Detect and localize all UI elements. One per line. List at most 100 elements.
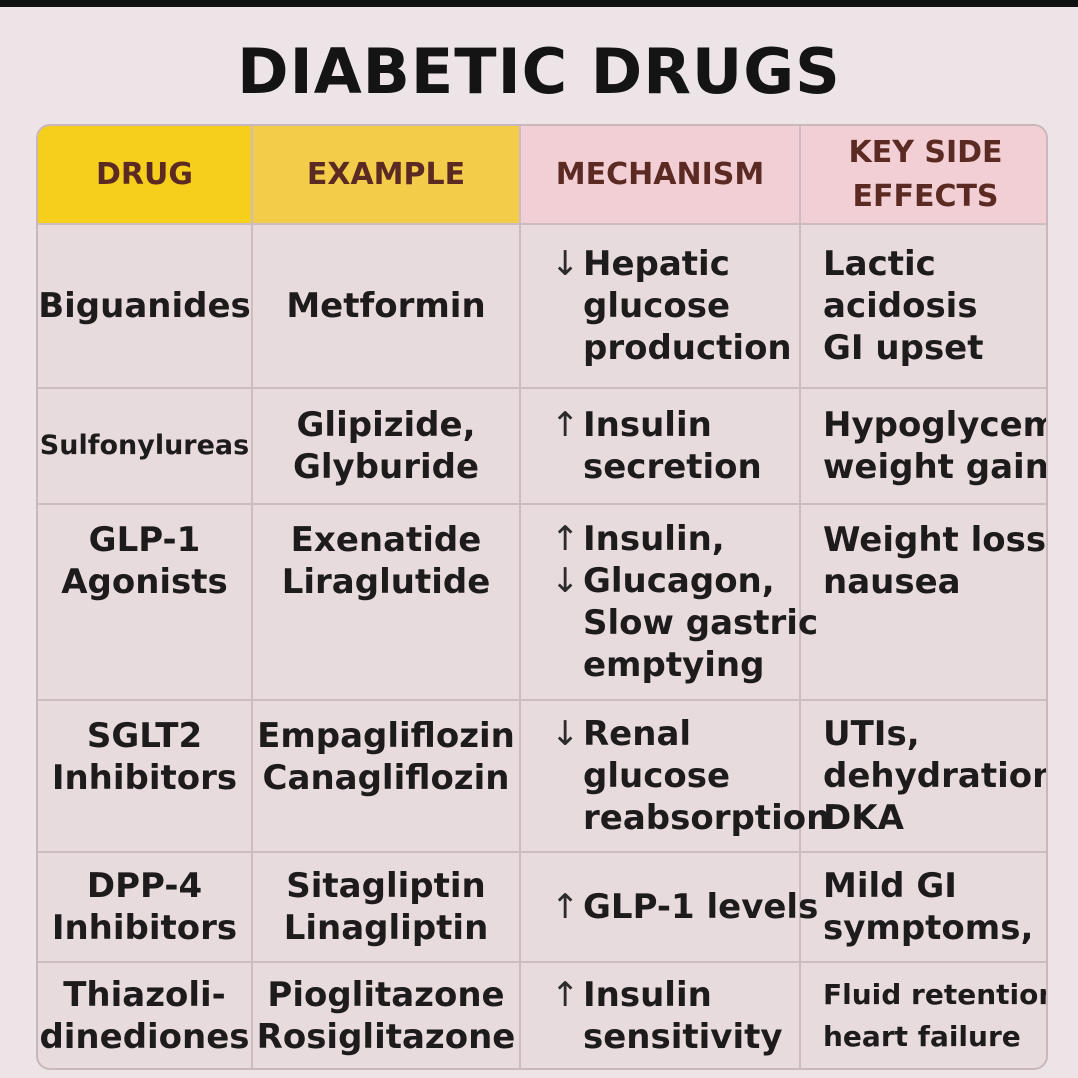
example-cell-line: Rosiglitazone <box>256 1016 516 1057</box>
example-cell-line: Exenatide <box>290 520 482 560</box>
drug-class-cell: DPP-4 Inhibitors <box>38 851 253 963</box>
side-effects-cell: Hypoglycemia,weight gain <box>799 387 1048 505</box>
side-effects-cell: Weight loss nausea <box>799 503 1047 701</box>
mechanism-line: emptying <box>551 644 799 686</box>
drug-class-cell-line: Inhibitors <box>51 908 238 948</box>
side-effects-cell-line: Fluid retention, <box>823 977 1048 1011</box>
side-effects-cell-line: heart failure <box>823 1019 1021 1053</box>
table-row: Sulfonylureas Glipizide, Glyburide ↑ Insulin… <box>38 387 1048 505</box>
mechanism-line: sensitivity <box>551 1016 799 1058</box>
side-effects-cell-line: GI upset <box>823 328 984 368</box>
side-effects-cell-line: symptoms, <box>823 908 1034 948</box>
mechanism-line: Slow gastric <box>551 602 818 644</box>
drug-class-cell-line: Inhibitors <box>51 758 238 798</box>
example-cell-line: Metformin <box>286 286 486 326</box>
side-effects-cell-line: acidosis <box>823 286 978 326</box>
drug-class-cell: Sulfonylureas <box>38 387 253 505</box>
arrow-up-icon: ↑ <box>551 974 580 1015</box>
mechanism-line: ↑ GLP-1 levels <box>551 886 818 928</box>
example-cell-line: Liraglutide <box>281 562 491 602</box>
header-side-effects-line-1: KEY SIDE <box>848 134 1003 170</box>
header-side-effects-line-2: EFFECTS <box>852 178 999 214</box>
example-cell: Glipizide, Glyburide <box>251 387 521 505</box>
mechanism-line: production <box>551 327 799 369</box>
drug-class-cell-line: Agonists <box>61 562 228 602</box>
mechanism-cell: ↑ Insulin, ↓ Glucagon, Slow gastric emptying <box>519 503 818 701</box>
header-row: DRUG EXAMPLE MECHANISM KEY SIDE EFFECTS <box>38 126 1046 225</box>
arrow-down-icon: ↓ <box>551 244 580 284</box>
table-row: DPP-4 Inhibitors Sitagliptin Linagliptin ↑ GL… <box>38 851 1046 963</box>
mechanism-text: GLP-1 levels <box>583 887 819 927</box>
mechanism-text: Glucagon, <box>583 561 775 601</box>
header-example: EXAMPLE <box>251 126 521 225</box>
drug-table: DRUG EXAMPLE MECHANISM KEY SIDE EFFECTS … <box>38 126 1048 1068</box>
mechanism-line: ↑ Insulin <box>551 974 799 1016</box>
mechanism-text: Renal <box>583 714 692 754</box>
arrow-down-icon: ↓ <box>551 561 580 601</box>
mechanism-text: glucose <box>583 756 731 796</box>
mechanism-line: glucose <box>551 755 799 797</box>
arrow-up-icon: ↑ <box>551 405 580 445</box>
mechanism-text: secretion <box>583 447 762 487</box>
side-effects-cell: Lactic acidosis GI upset <box>799 223 1046 389</box>
mechanism-line: reabsorption <box>551 797 830 839</box>
mechanism-text: glucose <box>583 286 731 326</box>
example-cell: Pioglitazone Rosiglitazone <box>251 961 521 1068</box>
mechanism-cell: ↑ GLP-1 levels <box>519 851 818 963</box>
example-cell: Exenatide Liraglutide <box>251 503 521 701</box>
header-side-effects: KEY SIDE EFFECTS <box>799 126 1046 225</box>
drug-table-container: DRUG EXAMPLE MECHANISM KEY SIDE EFFECTS … <box>36 124 1048 1070</box>
mechanism-line: glucose <box>551 285 799 327</box>
side-effects-cell-line: weight gain <box>823 447 1048 487</box>
side-effects-cell-line: Weight loss <box>823 520 1047 560</box>
mechanism-text: reabsorption <box>583 798 831 838</box>
example-cell-line: Empagliflozin <box>257 716 515 756</box>
drug-class-cell-line: dinediones <box>39 1016 250 1057</box>
table-row: SGLT2 Inhibitors Empagliflozin Canagliflozi… <box>38 699 1046 853</box>
example-cell-line: Sitagliptin <box>286 866 486 906</box>
drug-class-cell-line: Sulfonylureas <box>39 430 250 461</box>
side-effects-cell-line: DKA <box>823 798 904 838</box>
mechanism-cell: ↓ Hepatic glucose production <box>519 223 801 389</box>
mechanism-text: emptying <box>583 645 765 685</box>
side-effects-cell: Mild GI symptoms, <box>799 851 1046 963</box>
mechanism-line: ↑ Insulin, <box>551 518 799 560</box>
side-effects-cell: UTIs, dehydration, DKA <box>799 699 1046 853</box>
side-effects-cell-line: UTIs, <box>823 714 920 754</box>
example-cell-line: Linagliptin <box>283 908 489 948</box>
header-mechanism: MECHANISM <box>519 126 801 225</box>
example-cell-line: Canagliflozin <box>262 758 510 798</box>
arrow-up-icon: ↑ <box>551 887 580 927</box>
mechanism-text: Insulin <box>583 974 712 1015</box>
side-effects-cell-line: Lactic <box>823 244 936 284</box>
page-title: DIABETIC DRUGS <box>237 35 841 108</box>
mechanism-line: ↓ Renal <box>551 713 799 755</box>
mechanism-text: production <box>583 328 792 368</box>
side-effects-cell: Fluid retention, heart failure <box>799 961 1048 1068</box>
table-row: Thiazoli-dinediones Pioglitazone Rosiglita… <box>38 961 1048 1068</box>
mechanism-text: Insulin, <box>583 519 725 559</box>
mechanism-line: secretion <box>551 446 799 488</box>
side-effects-cell-line: nausea <box>823 562 961 602</box>
example-cell-line: Glyburide <box>292 447 480 487</box>
example-cell-line: Glipizide, <box>296 405 476 445</box>
example-cell: Empagliflozin Canagliflozin <box>251 699 521 853</box>
arrow-up-icon: ↑ <box>551 519 580 559</box>
header-drug: DRUG <box>38 126 253 225</box>
arrow-down-icon: ↓ <box>551 714 580 754</box>
example-cell-line: Pioglitazone <box>267 974 505 1015</box>
example-cell: Metformin <box>251 223 521 389</box>
drug-class-cell-line: DPP-4 <box>86 866 203 906</box>
mechanism-line: ↓ Hepatic <box>551 243 799 285</box>
mechanism-text: sensitivity <box>583 1016 783 1057</box>
drug-class-cell-line: Thiazoli- <box>63 974 226 1015</box>
drug-class-cell: SGLT2 Inhibitors <box>38 699 253 853</box>
drug-class-cell-line: Biguanides <box>38 286 251 326</box>
drug-class-cell-line: SGLT2 <box>86 716 203 756</box>
drug-class-cell-line: GLP-1 <box>88 520 201 560</box>
mechanism-cell: ↑ Insulin sensitivity <box>519 961 801 1068</box>
side-effects-cell-line: Mild GI <box>823 866 957 906</box>
mechanism-text: Insulin <box>583 405 712 445</box>
table-row: GLP-1 Agonists Exenatide Liraglutide ↑ Insuli… <box>38 503 1047 701</box>
mechanism-line: ↓ Glucagon, <box>551 560 799 602</box>
